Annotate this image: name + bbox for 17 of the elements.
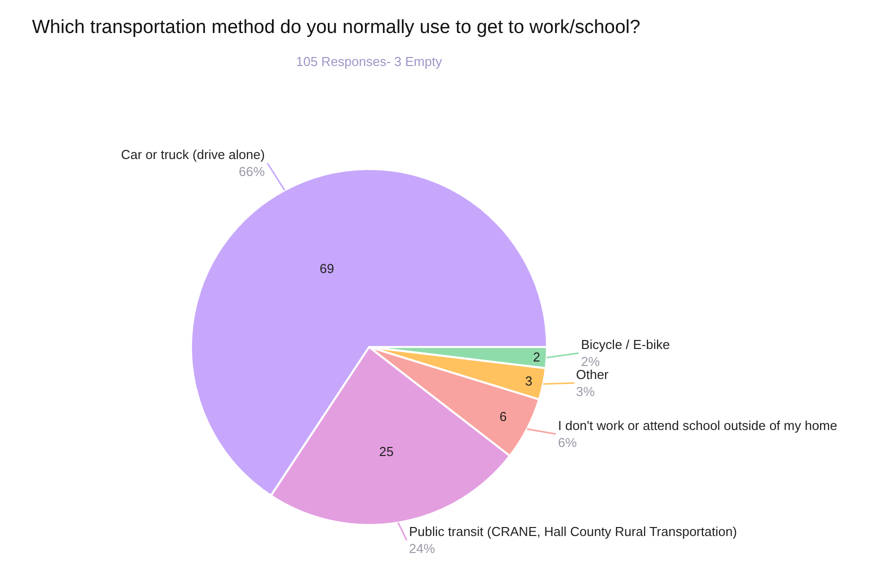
data-label: 25	[379, 444, 394, 460]
data-label: 69	[320, 261, 334, 276]
chart-subtitle: 105 Responses- 3 Empty	[296, 54, 442, 69]
slice-label: Other	[576, 367, 610, 382]
slice-label: Car or truck (drive alone)	[121, 147, 265, 162]
chart-title: Which transportation method do you normally use to get to work/school?	[32, 17, 640, 38]
data-label: 6	[499, 409, 507, 424]
slice-label: Public transit (CRANE, Hall County Rural Transportation)	[409, 524, 738, 539]
text: 3%	[576, 384, 596, 399]
text: 66%	[238, 164, 266, 179]
data-label: 3	[525, 373, 532, 388]
text: 24%	[409, 540, 436, 556]
slice-label: I don't work or attend school outside of my home	[558, 418, 838, 433]
text: 6%	[558, 434, 578, 450]
slice-label: Bicycle / E-bike	[581, 337, 670, 352]
text: 2%	[581, 354, 600, 369]
data-label: 2	[533, 350, 540, 365]
